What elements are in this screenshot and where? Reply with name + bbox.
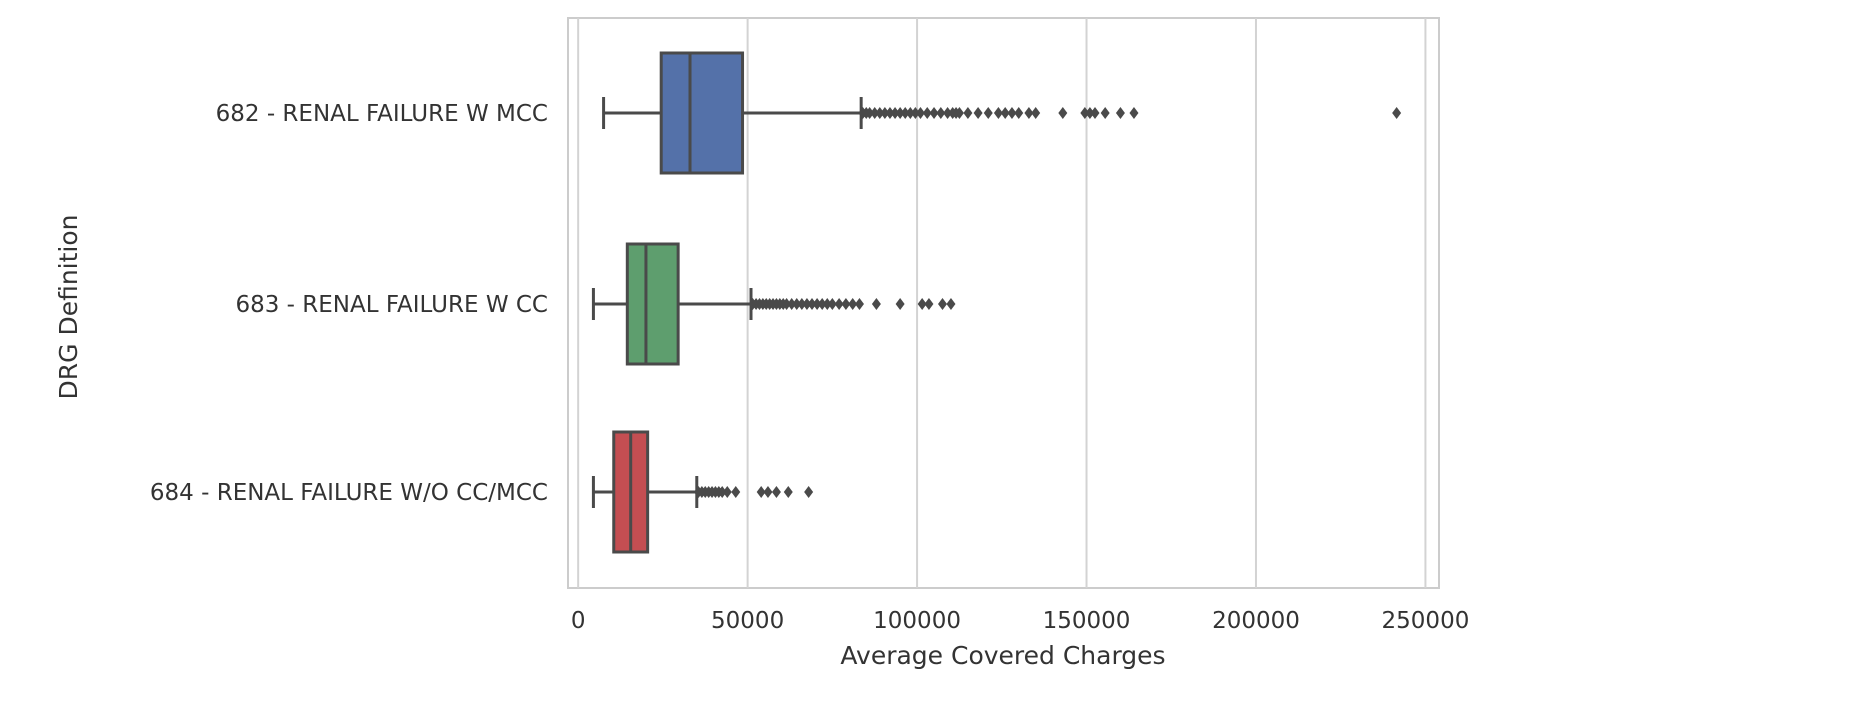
y-tick-labels: 682 - RENAL FAILURE W MCC 683 - RENAL FAI… <box>150 101 548 506</box>
outlier-point <box>929 107 939 119</box>
outlier-point <box>954 107 964 119</box>
outlier-point <box>885 107 895 119</box>
x-tick-labels: 0 50000 100000 150000 200000 250000 <box>571 608 1470 634</box>
outlier-point <box>1085 107 1095 119</box>
x-tick-label: 150000 <box>1043 608 1131 634</box>
x-axis-label: Average Covered Charges <box>840 641 1165 670</box>
outlier-point <box>937 298 947 310</box>
outlier-point <box>871 298 881 310</box>
boxes <box>591 51 1402 554</box>
iqr-box <box>659 51 745 175</box>
outlier-point <box>1115 107 1125 119</box>
outlier-point <box>841 298 851 310</box>
outlier-point <box>936 107 946 119</box>
outlier-point <box>1080 107 1090 119</box>
y-tick-label: 682 - RENAL FAILURE W MCC <box>216 101 548 127</box>
outlier-point <box>865 107 875 119</box>
outlier-point <box>827 298 837 310</box>
outlier-point <box>973 107 983 119</box>
outlier-point <box>875 107 885 119</box>
outlier-point <box>1392 107 1402 119</box>
outlier-point <box>1014 107 1024 119</box>
outlier-point <box>1007 107 1017 119</box>
outlier-point <box>1129 107 1139 119</box>
outlier-point <box>763 486 773 498</box>
y-axis-label: DRG Definition <box>54 215 83 400</box>
outlier-point <box>822 298 832 310</box>
outlier-point <box>834 298 844 310</box>
box-group <box>591 430 814 554</box>
x-tick-label: 0 <box>571 608 586 634</box>
y-tick-label: 684 - RENAL FAILURE W/O CC/MCC <box>150 480 548 506</box>
outlier-point <box>880 107 890 119</box>
outlier-point <box>807 298 817 310</box>
outlier-point <box>1000 107 1010 119</box>
outlier-point <box>905 107 915 119</box>
x-tick-label: 50000 <box>711 608 784 634</box>
outlier-point <box>943 107 953 119</box>
y-tick-label: 683 - RENAL FAILURE W CC <box>235 292 548 318</box>
outlier-point <box>848 298 858 310</box>
outlier-point <box>787 298 797 310</box>
outlier-point <box>771 486 781 498</box>
outlier-point <box>1090 107 1100 119</box>
outlier-point <box>1100 107 1110 119</box>
outlier-point <box>917 298 927 310</box>
outlier-point <box>722 486 732 498</box>
iqr-box <box>625 242 680 366</box>
box-group <box>602 51 1402 175</box>
outlier-point <box>1024 107 1034 119</box>
outlier-point <box>804 486 814 498</box>
outlier-point <box>870 107 880 119</box>
outlier-point <box>797 298 807 310</box>
outlier-point <box>717 486 727 498</box>
outlier-point <box>792 298 802 310</box>
outlier-point <box>900 107 910 119</box>
outlier-point <box>993 107 1003 119</box>
outlier-point <box>812 298 822 310</box>
outlier-point <box>983 107 993 119</box>
x-tick-label: 100000 <box>873 608 961 634</box>
outlier-point <box>731 486 741 498</box>
outlier-point <box>817 298 827 310</box>
outlier-point <box>924 298 934 310</box>
outlier-point <box>963 107 973 119</box>
outlier-point <box>890 107 900 119</box>
outlier-point <box>915 107 925 119</box>
outlier-point <box>802 298 812 310</box>
outlier-point <box>946 298 956 310</box>
outlier-point <box>756 486 766 498</box>
outlier-point <box>910 107 920 119</box>
x-tick-label: 250000 <box>1382 608 1470 634</box>
outlier-point <box>782 298 792 310</box>
outlier-point <box>1058 107 1068 119</box>
outlier-point <box>895 107 905 119</box>
outlier-point <box>922 107 932 119</box>
outlier-point <box>783 486 793 498</box>
x-tick-label: 200000 <box>1212 608 1300 634</box>
outlier-point <box>854 298 864 310</box>
outlier-point <box>895 298 905 310</box>
box-group <box>591 242 956 366</box>
outlier-point <box>1031 107 1041 119</box>
